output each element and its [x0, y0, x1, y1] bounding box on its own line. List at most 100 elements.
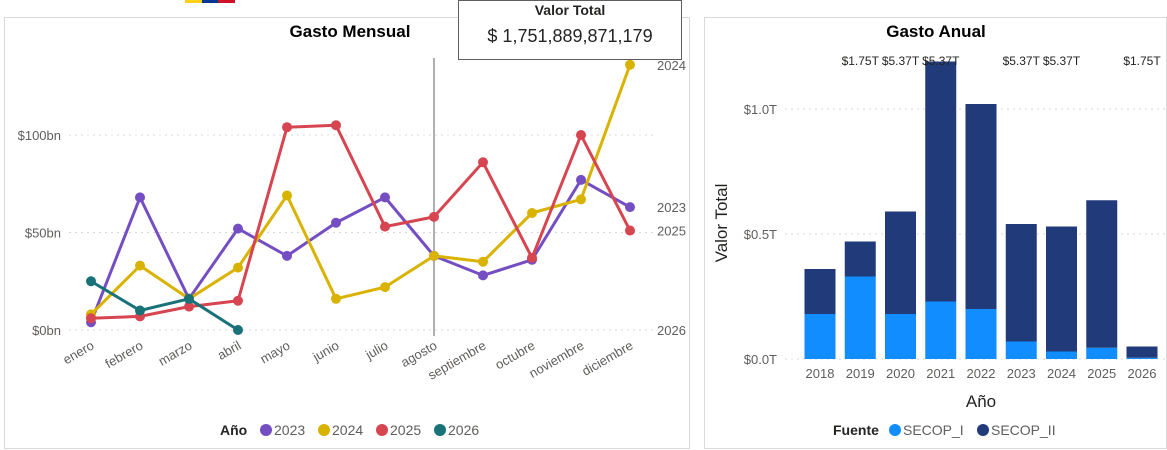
bar-segment-secop-i	[1005, 341, 1037, 359]
legend-label: 2023	[274, 422, 305, 438]
x-axis-title: Año	[966, 392, 996, 411]
bar-segment-secop-ii	[885, 211, 916, 314]
bar-segment-secop-ii	[1126, 346, 1158, 358]
chart-title: Gasto Anual	[886, 22, 986, 41]
legend-title: Fuente	[833, 422, 879, 438]
bar-segment-secop-ii	[1005, 224, 1037, 342]
x-tick-label: 2026	[1128, 366, 1157, 381]
legend-marker	[977, 424, 989, 436]
data-point	[233, 223, 243, 234]
data-point	[527, 208, 537, 218]
x-tick-label: noviembre	[526, 338, 586, 381]
bar-segment-secop-ii	[965, 104, 997, 309]
data-point	[380, 192, 390, 203]
bar-segment-secop-i	[965, 309, 997, 359]
data-point	[625, 225, 635, 236]
series-end-label: 2023	[657, 200, 686, 215]
y-tick-label: $0.0T	[744, 352, 777, 367]
x-tick-label: febrero	[102, 338, 145, 372]
legend-label: 2026	[448, 422, 479, 438]
legend-label: SECOP_II	[991, 422, 1056, 438]
data-point	[331, 293, 341, 304]
bar-segment-secop-ii	[1046, 226, 1077, 352]
legend-marker	[434, 424, 446, 436]
data-point	[135, 192, 145, 203]
data-point	[380, 282, 390, 293]
data-point	[576, 194, 586, 205]
data-point	[625, 59, 635, 70]
data-point	[478, 256, 488, 267]
series-line-2024	[89, 64, 632, 316]
bar-top-label: $1.75T	[1123, 54, 1161, 68]
data-point	[380, 221, 390, 232]
x-tick-label: diciembre	[579, 338, 635, 379]
legend-marker	[889, 424, 901, 436]
tooltip-value: $ 1,751,889,871,179	[487, 26, 653, 46]
bar-segment-secop-ii	[1086, 200, 1118, 348]
series-line-2025	[90, 123, 632, 320]
bar-top-label: $1.75T	[842, 54, 880, 68]
data-point	[478, 270, 488, 281]
bar-segment-secop-ii	[844, 241, 876, 277]
series-end-label: 2024	[657, 58, 686, 73]
flag-stripe	[201, 0, 219, 3]
data-point	[625, 202, 635, 213]
y-tick-label: $100bn	[18, 128, 61, 143]
data-point	[233, 295, 243, 306]
legend-marker	[260, 424, 272, 436]
x-tick-label: 2020	[886, 366, 915, 381]
data-point	[527, 252, 537, 263]
flag-stripe	[218, 0, 236, 3]
data-point	[429, 211, 439, 222]
x-tick-label: 2024	[1047, 366, 1076, 381]
x-tick-label: enero	[60, 338, 96, 368]
data-point	[135, 260, 145, 271]
data-point	[233, 325, 243, 335]
x-tick-label: junio	[309, 338, 341, 365]
series-line-2023	[89, 178, 631, 323]
x-tick-label: julio	[362, 338, 390, 363]
legend-label: 2025	[390, 422, 421, 438]
data-point	[282, 250, 292, 261]
data-point	[184, 293, 194, 304]
data-point	[576, 174, 586, 185]
bar-segment-secop-i	[1046, 351, 1077, 359]
x-tick-label: mayo	[257, 338, 292, 367]
data-point	[184, 301, 194, 312]
data-point	[282, 190, 292, 201]
data-point	[576, 130, 586, 140]
y-axis-title: Valor Total	[712, 184, 731, 263]
flag-stripe	[185, 0, 202, 3]
bar-segment-secop-ii	[925, 61, 957, 302]
series-end-label: 2025	[657, 224, 686, 239]
x-tick-label: abril	[215, 338, 244, 363]
bar-segment-secop-ii	[804, 269, 836, 314]
data-point	[233, 262, 243, 273]
data-point	[331, 120, 341, 131]
x-tick-label: 2022	[967, 366, 996, 381]
monthly-spend-panel[interactable]: Gasto Mensual $0bn $50bn $100bn enero febrero…	[4, 17, 690, 449]
data-point	[135, 305, 145, 316]
bar-segment-secop-i	[804, 314, 836, 359]
bar-segment-secop-i	[925, 301, 957, 359]
x-tick-label: 2019	[846, 366, 875, 381]
x-tick-label: 2023	[1007, 366, 1036, 381]
bar-segment-secop-i	[885, 314, 916, 359]
data-point	[86, 313, 96, 324]
series-end-label: 2026	[657, 323, 686, 338]
x-tick-label: 2021	[926, 366, 955, 381]
tooltip-title: Valor Total	[534, 2, 606, 18]
total-value-tooltip: Valor Total $ 1,751,889,871,179	[458, 0, 682, 60]
bar-top-label: $5.37T	[922, 54, 960, 68]
bar-segment-secop-i	[1086, 347, 1118, 359]
annual-spend-panel[interactable]: Gasto Anual $0.0T $0.5T $1.0T Valor Total 201…	[704, 17, 1167, 449]
annual-bar-chart: Gasto Anual $0.0T $0.5T $1.0T Valor Total 201…	[712, 22, 1167, 438]
y-tick-label: $0.5T	[744, 227, 777, 242]
data-point	[282, 122, 292, 133]
bar-segment-secop-i	[844, 276, 876, 359]
x-tick-label: 2018	[806, 366, 835, 381]
x-tick-label: marzo	[156, 338, 195, 369]
data-point	[86, 276, 96, 287]
legend-title: Año	[220, 422, 247, 438]
y-tick-label: $0bn	[32, 323, 61, 338]
